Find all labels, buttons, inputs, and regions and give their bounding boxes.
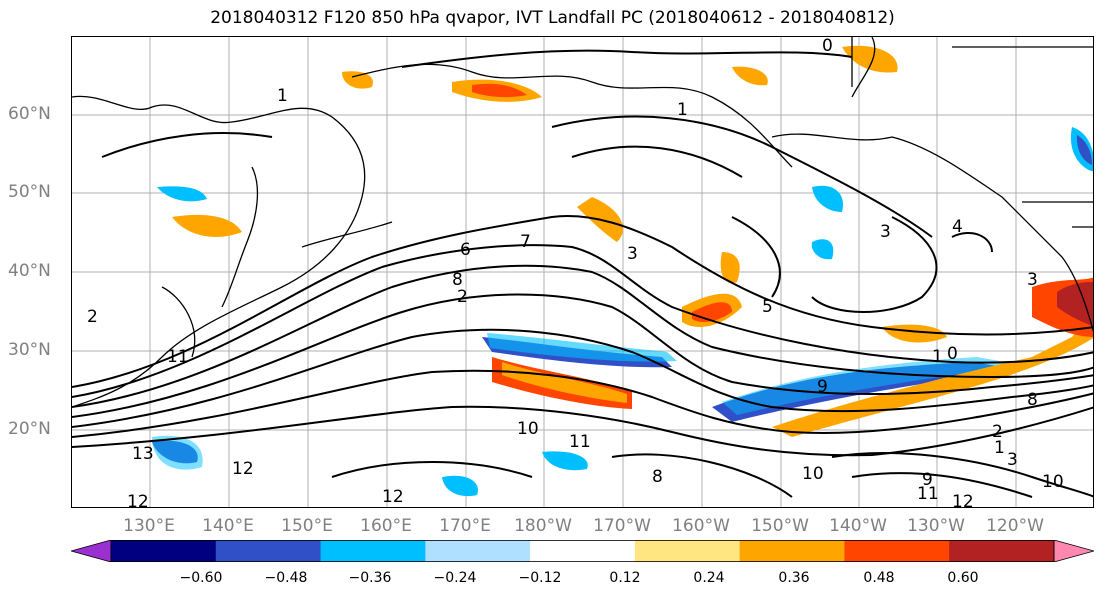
- lon-label-160e: 160°E: [360, 516, 412, 536]
- lat-label-20n: 20°N: [8, 419, 51, 439]
- colorbar-segment: [844, 540, 950, 562]
- colorbar-tick-label: −0.48: [264, 570, 308, 586]
- colorbar-extend-high: [1053, 539, 1096, 563]
- colorbar-tick-label: 0.60: [947, 570, 979, 586]
- colorbar-segment: [320, 540, 426, 562]
- coastlines: [72, 37, 1093, 408]
- lat-label-30n: 30°N: [8, 340, 51, 360]
- contour-label: 1: [932, 347, 943, 367]
- contour-label: 3: [1027, 270, 1038, 290]
- colorbar-extend-low: [69, 539, 112, 563]
- colorbar-tick-label: −0.60: [179, 570, 223, 586]
- contour-label: 10: [802, 464, 824, 484]
- contour-label: 11: [569, 432, 591, 452]
- colorbar-segment: [530, 540, 636, 562]
- contour-label: 8: [1027, 390, 1038, 410]
- lon-label-140w: 140°W: [829, 516, 887, 536]
- lat-label-50n: 50°N: [8, 182, 51, 202]
- lat-label-60n: 60°N: [8, 104, 51, 124]
- colorbar-segment: [111, 540, 217, 562]
- contour-label: 13: [132, 444, 154, 464]
- colorbar-border: [110, 540, 1055, 562]
- contour-label: 10: [517, 419, 539, 439]
- contour-label: 3: [1007, 450, 1018, 470]
- contour-label: 0: [822, 37, 833, 56]
- lon-label-170e: 170°E: [439, 516, 491, 536]
- contour-label: 11: [167, 347, 189, 367]
- graticule: [72, 37, 1093, 507]
- map-canvas: 0 1 1 2 2 3 3 4 5 6 7 8 9 10 11 12 12 13…: [72, 37, 1093, 508]
- lon-label-150e: 150°E: [281, 516, 333, 536]
- contour-label: 8: [452, 270, 463, 290]
- colorbar: [69, 539, 1096, 563]
- lon-label-150w: 150°W: [751, 516, 809, 536]
- contour-label: 5: [762, 297, 773, 317]
- colorbar-tick-label: −0.24: [433, 570, 477, 586]
- lon-label-170w: 170°W: [593, 516, 651, 536]
- contour-label: 1: [677, 100, 688, 120]
- colorbar-tick-label: 0.36: [778, 570, 810, 586]
- map-title: 2018040312 F120 850 hPa qvapor, IVT Land…: [210, 8, 895, 28]
- colorbar-tick-label: 0.24: [693, 570, 725, 586]
- colorbar-tick-label: 0.12: [609, 570, 641, 586]
- contour-label: 12: [382, 487, 404, 507]
- contour-label: 12: [952, 492, 974, 508]
- colorbar-segment: [739, 540, 845, 562]
- contour-label: 3: [627, 244, 638, 264]
- colorbar-svg: [69, 539, 1096, 563]
- map-panel: 0 1 1 2 2 3 3 4 5 6 7 8 9 10 11 12 12 13…: [71, 36, 1094, 508]
- colorbar-tick-label: −0.36: [348, 570, 392, 586]
- contour-label: 8: [652, 467, 663, 487]
- lon-label-120w: 120°W: [986, 516, 1044, 536]
- contour-label: 6: [460, 240, 471, 260]
- contour-label: 9: [922, 470, 933, 490]
- contour-label: 12: [127, 492, 149, 508]
- colorbar-segment: [215, 540, 322, 562]
- contour-label: 9: [817, 377, 828, 397]
- contour-label: 2: [457, 287, 468, 307]
- contour-label: 1: [994, 438, 1005, 458]
- contour-labels: 0 1 1 2 2 3 3 4 5 6 7 8 9 10 11 12 12 13…: [87, 37, 1064, 508]
- lat-label-40n: 40°N: [8, 261, 51, 281]
- contour-label: 10: [1042, 472, 1064, 492]
- contour-label: 12: [232, 459, 254, 479]
- lon-label-160w: 160°W: [672, 516, 730, 536]
- colorbar-tick-label: −0.12: [518, 570, 562, 586]
- contour-label: 3: [880, 222, 891, 242]
- colorbar-tick-label: 0.48: [863, 570, 895, 586]
- contour-label: 4: [952, 217, 963, 237]
- lon-label-130w: 130°W: [907, 516, 965, 536]
- lon-label-180w: 180°W: [514, 516, 572, 536]
- colorbar-segment: [634, 540, 741, 562]
- contour-label: 2: [992, 422, 1003, 442]
- colorbar-segment: [425, 540, 531, 562]
- colorbar-segment: [949, 540, 1055, 562]
- lon-label-130e: 130°E: [123, 516, 175, 536]
- contour-label: 11: [917, 484, 939, 504]
- contour-label: 2: [87, 307, 98, 327]
- contour-label: 0: [947, 344, 958, 364]
- contour-label: 7: [520, 232, 531, 252]
- ivt-contours: [72, 49, 1093, 498]
- lon-label-140e: 140°E: [202, 516, 254, 536]
- contour-label: 1: [277, 86, 288, 106]
